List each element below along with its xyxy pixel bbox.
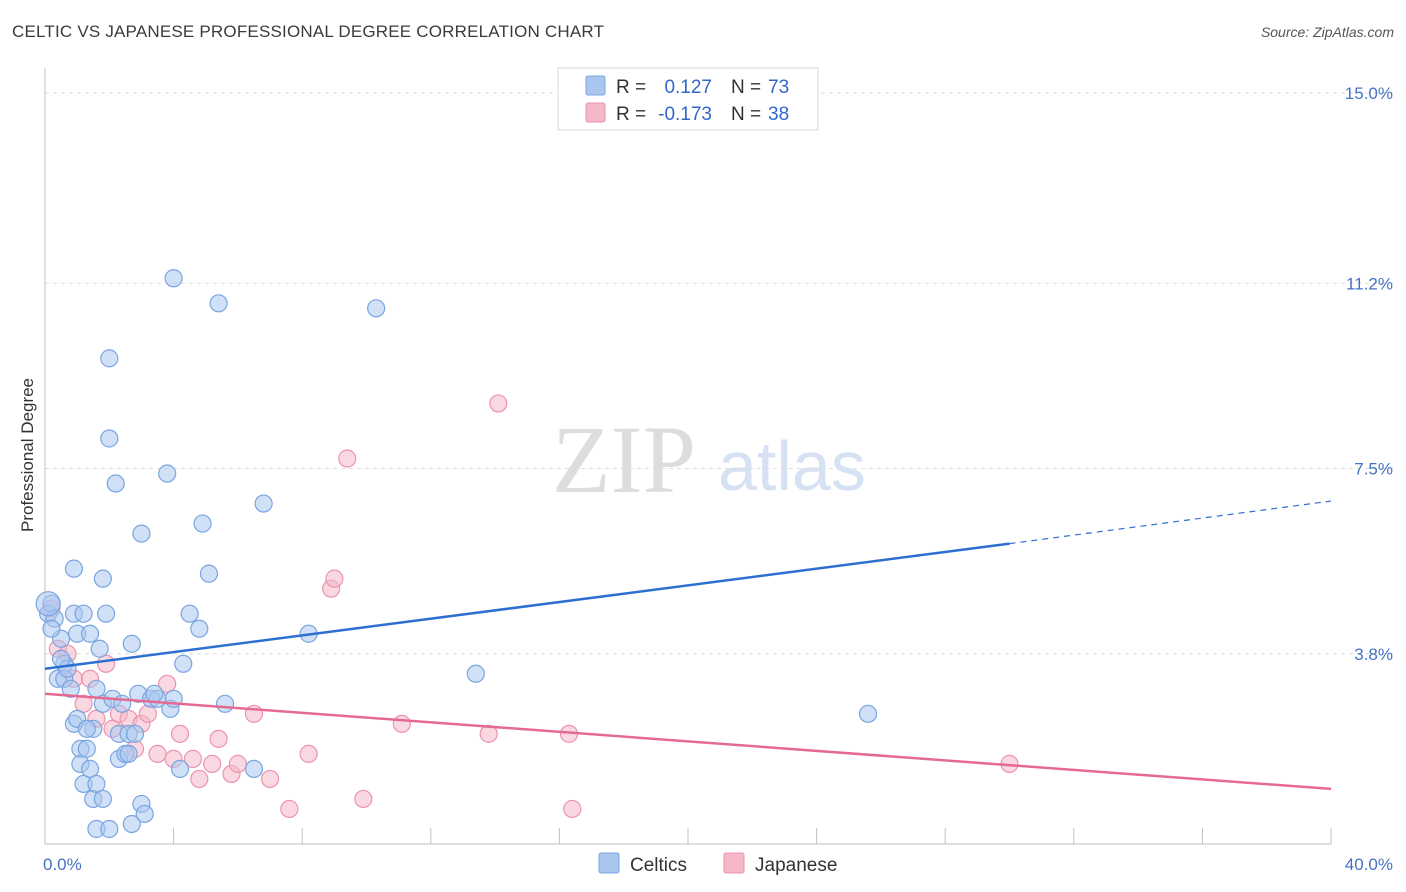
japanese-point-31 — [354, 789, 373, 809]
japanese-point-30 — [338, 449, 357, 468]
celtics-point-41 — [122, 814, 141, 834]
celtics-point-42 — [122, 634, 141, 653]
japanese-point-23 — [228, 754, 247, 773]
japanese-trend-line — [44, 692, 1332, 791]
celtics-point-71 — [119, 744, 138, 763]
celtics-point-24 — [87, 774, 106, 794]
celtics-point-31 — [100, 349, 119, 368]
y-tick-label-0: 3.8% — [1354, 645, 1393, 664]
japanese-point-36 — [563, 799, 582, 819]
japanese-point-15 — [158, 674, 177, 693]
celtics-point-30 — [96, 604, 116, 623]
chart-source: Source: ZipAtlas.com — [1260, 24, 1394, 40]
celtics-point-33 — [100, 819, 119, 839]
celtics-point-32 — [100, 429, 119, 448]
celtics-point-56 — [180, 604, 199, 623]
japanese-point-19 — [190, 769, 209, 789]
x-tick-label-1: 40.0% — [1345, 855, 1393, 874]
legend-n-value-celtics: 73 — [768, 77, 789, 98]
celtics-point-11 — [64, 559, 84, 578]
celtics-point-60 — [209, 294, 228, 313]
japanese-point-33 — [479, 724, 498, 743]
japanese-point-13 — [138, 704, 157, 723]
japanese-point-20 — [203, 754, 222, 773]
celtics-point-46 — [132, 524, 151, 543]
celtics-point-47 — [135, 804, 154, 824]
legend-r-value-celtics: 0.127 — [664, 77, 712, 98]
japanese-point-26 — [280, 799, 299, 819]
celtics-point-26 — [90, 639, 109, 658]
japanese-point-14 — [148, 744, 167, 763]
celtics-point-19 — [80, 759, 100, 779]
legend-bottom: Celtics Japanese — [598, 852, 837, 876]
chart-title: CELTIC VS JAPANESE PROFESSIONAL DEGREE C… — [12, 22, 605, 41]
celtics-trend-line-extension — [1009, 500, 1332, 545]
scatter-points — [35, 269, 1019, 839]
legend-swatch-celtics — [585, 75, 606, 96]
celtics-point-8 — [61, 679, 80, 698]
watermark-atlas: atlas — [718, 427, 866, 505]
celtics-point-18 — [77, 739, 96, 758]
y-axis-title: Professional Degree — [18, 378, 37, 532]
watermark-zip: ZIP — [552, 406, 696, 513]
celtics-point-67 — [858, 704, 878, 723]
grid-lines — [45, 92, 1395, 655]
japanese-point-21 — [209, 729, 228, 748]
celtics-point-72 — [145, 684, 164, 703]
legend-n-value-japanese: 38 — [768, 104, 789, 125]
y-tick-label-1: 7.5% — [1354, 460, 1393, 479]
celtics-point-58 — [193, 514, 212, 533]
x-tick-label-0: 0.0% — [43, 855, 82, 874]
legend-n-label-japanese: N = — [731, 104, 761, 125]
legend-n-label-celtics: N = — [731, 77, 761, 98]
legend-bottom-label-japanese: Japanese — [755, 855, 837, 876]
celtics-point-66 — [466, 664, 485, 683]
celtics-point-50 — [158, 464, 177, 483]
celtics-trend-line — [44, 542, 1010, 671]
legend-r-label-celtics: R = — [616, 77, 646, 98]
celtics-point-35 — [106, 474, 125, 493]
celtics-point-55 — [174, 654, 193, 673]
celtics-point-28 — [93, 789, 112, 809]
trend-lines — [44, 500, 1332, 791]
japanese-point-27 — [299, 744, 318, 763]
japanese-point-18 — [183, 749, 202, 768]
celtics-point-57 — [190, 619, 209, 638]
celtics-point-17 — [74, 604, 93, 623]
celtics-point-63 — [254, 494, 273, 513]
celtics-point-65 — [367, 299, 386, 318]
celtics-point-20 — [80, 624, 100, 643]
legend-r-label-japanese: R = — [616, 104, 646, 125]
celtics-point-cluster — [35, 591, 61, 617]
japanese-point-32 — [392, 714, 411, 733]
legend-bottom-swatch-celtics — [598, 852, 620, 874]
celtics-point-62 — [244, 759, 264, 779]
legend-top: R = 0.127 N = 73 R = -0.173 N = 38 — [557, 67, 819, 131]
legend-swatch-japanese — [585, 102, 606, 123]
celtics-point-59 — [199, 564, 219, 583]
japanese-point-17 — [170, 724, 190, 743]
x-tick-labels: 0.0% 40.0% — [43, 855, 1393, 874]
x-ticks — [44, 828, 1332, 844]
celtics-point-70 — [77, 719, 96, 738]
celtics-point-54 — [170, 759, 190, 779]
japanese-point-25 — [260, 769, 280, 789]
japanese-point-4 — [74, 694, 93, 713]
y-tick-labels: 3.8% 7.5% 11.2% 15.0% — [1345, 84, 1393, 664]
y-tick-label-2: 11.2% — [1346, 274, 1393, 293]
celtics-point-53 — [164, 269, 183, 288]
celtics-point-29 — [93, 569, 112, 588]
legend-bottom-label-celtics: Celtics — [630, 855, 687, 876]
japanese-point-34 — [489, 394, 508, 413]
legend-r-value-japanese: -0.173 — [658, 104, 712, 125]
celtics-point-68 — [42, 619, 61, 638]
y-tick-label-3: 15.0% — [1345, 84, 1393, 103]
legend-bottom-swatch-japanese — [723, 852, 745, 874]
watermark: ZIP atlas — [552, 406, 866, 513]
celtics-point-61 — [215, 694, 235, 713]
celtics-point-43 — [125, 724, 145, 743]
japanese-point-29 — [325, 569, 344, 588]
